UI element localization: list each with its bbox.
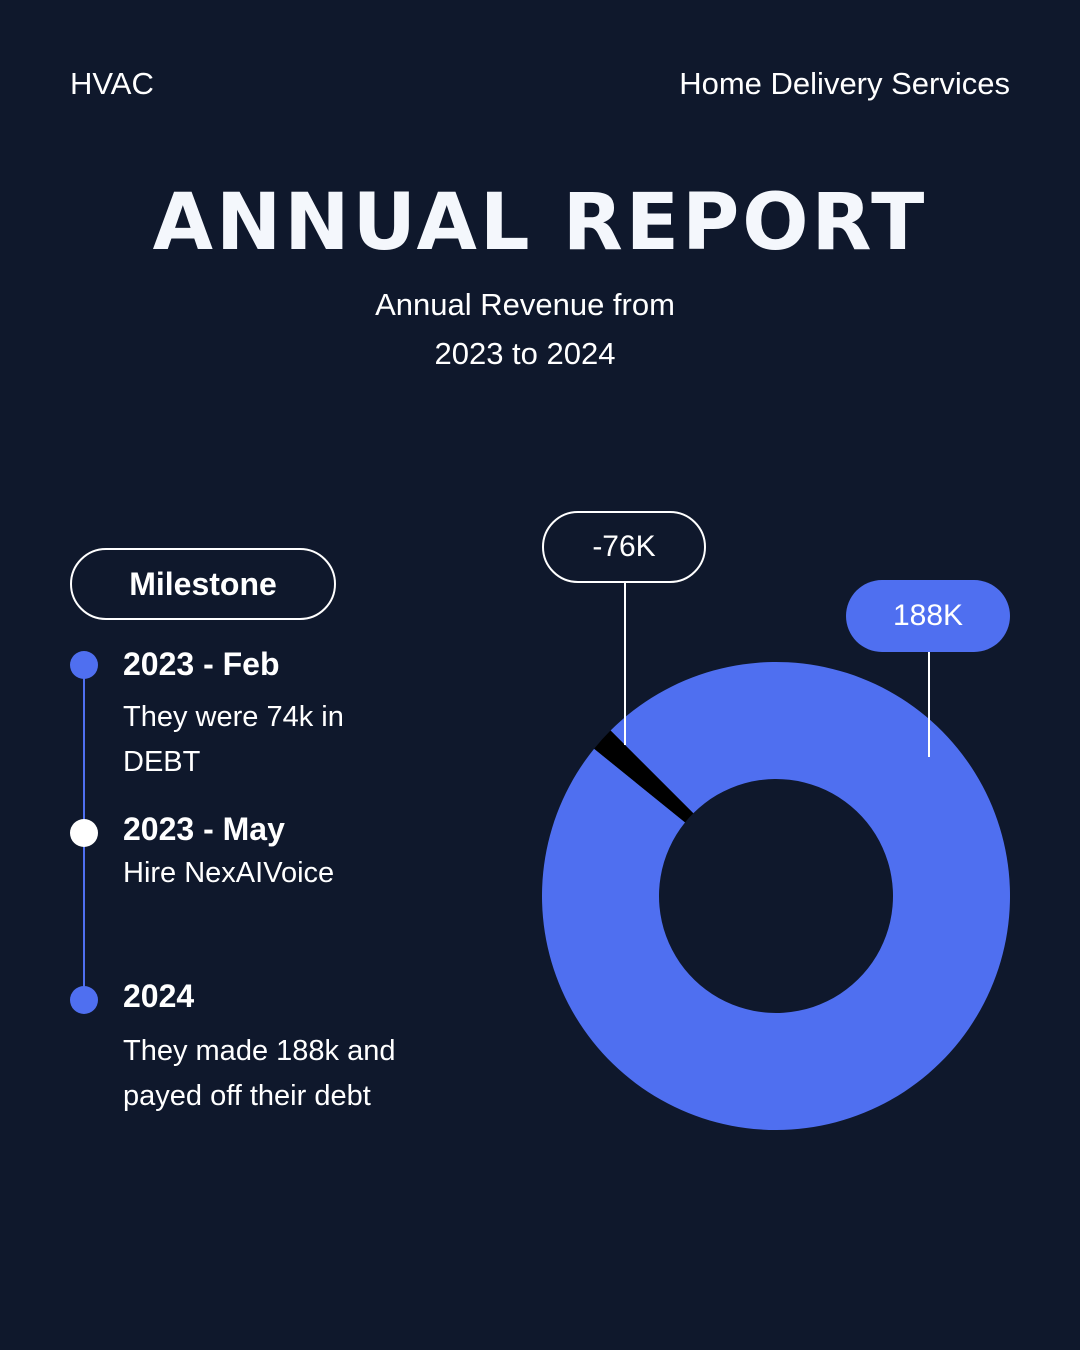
donut-slice-debt: [594, 730, 694, 823]
page-title: ANNUAL REPORT: [152, 178, 928, 268]
page-subtitle: Annual Revenue from 2023 to 2024: [320, 280, 730, 378]
milestone-description: They were 74k in DEBT: [123, 695, 463, 785]
milestone-description-line: They made 188k and: [123, 1035, 396, 1067]
milestone-title: 2024: [123, 978, 195, 1014]
milestone-heading: Milestone: [70, 548, 336, 620]
callout-leader-revenue: [928, 652, 930, 757]
milestone-description: Hire NexAIVoice: [123, 851, 463, 896]
milestone-description-line: payed off their debt: [123, 1080, 371, 1112]
subtitle-line-1: Annual Revenue from: [375, 287, 675, 322]
service-label: Home Delivery Services: [679, 66, 1010, 101]
milestone-description: They made 188k and payed off their debt: [123, 1029, 463, 1119]
revenue-callout: 188K: [846, 580, 1010, 652]
timeline-dot-feb-2023: [70, 651, 98, 679]
milestone-title: 2023 - Feb: [123, 646, 280, 682]
subtitle-line-2: 2023 to 2024: [434, 336, 616, 371]
debt-callout: -76K: [542, 511, 706, 583]
category-label: HVAC: [70, 66, 154, 101]
milestone-title: 2023 - May: [123, 811, 285, 847]
milestone-description-line: DEBT: [123, 746, 201, 778]
donut-slice-revenue: [542, 661, 1011, 1130]
milestone-description-line: Hire NexAIVoice: [123, 857, 335, 889]
timeline-dot-2024: [70, 986, 98, 1014]
callout-leader-debt: [624, 582, 626, 745]
timeline-dot-may-2023: [70, 819, 98, 847]
milestone-description-line: They were 74k in: [123, 701, 344, 733]
